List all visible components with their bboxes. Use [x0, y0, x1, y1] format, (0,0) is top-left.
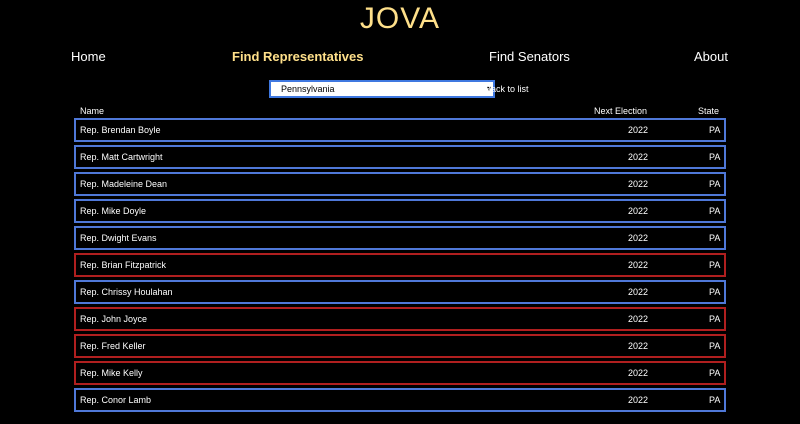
row-name: Rep. Matt Cartwright [80, 152, 163, 162]
column-header-state[interactable]: State [698, 106, 720, 116]
row-name: Rep. Dwight Evans [80, 233, 157, 243]
row-name: Rep. John Joyce [80, 314, 148, 324]
row-name: Rep. Mike Doyle [80, 206, 147, 216]
column-header-next-election[interactable]: Next Election [594, 106, 648, 116]
table-row[interactable]: Rep. Chrissy Houlahan 2022 PA [74, 280, 726, 304]
row-state: PA [709, 152, 721, 162]
row-name: Rep. Madeleine Dean [80, 179, 168, 189]
row-state: PA [709, 395, 721, 405]
row-next-election: 2022 [628, 179, 649, 189]
row-state: PA [709, 206, 721, 216]
row-next-election: 2022 [628, 233, 649, 243]
table-row[interactable]: Rep. Brendan Boyle 2022 PA [74, 118, 726, 142]
nav-find-senators[interactable]: Find Senators [489, 49, 570, 64]
row-next-election: 2022 [628, 206, 649, 216]
nav-home[interactable]: Home [71, 49, 106, 64]
row-next-election: 2022 [628, 314, 649, 324]
row-state: PA [709, 260, 721, 270]
row-state: PA [709, 179, 721, 189]
chevron-down-icon: ▾ [486, 84, 491, 93]
row-name: Rep. Fred Keller [80, 341, 146, 351]
back-to-list-link[interactable]: Back to list [485, 84, 529, 94]
table-row[interactable]: Rep. Conor Lamb 2022 PA [74, 388, 726, 412]
row-next-election: 2022 [628, 152, 649, 162]
table-row[interactable]: Rep. Mike Kelly 2022 PA [74, 361, 726, 385]
row-state: PA [709, 341, 721, 351]
table-row[interactable]: Rep. John Joyce 2022 PA [74, 307, 726, 331]
table-row[interactable]: Rep. Fred Keller 2022 PA [74, 334, 726, 358]
table-header: Name Next Election State [74, 105, 726, 117]
table-row[interactable]: Rep. Madeleine Dean 2022 PA [74, 172, 726, 196]
site-logo[interactable]: JOVA [359, 2, 441, 35]
nav-about[interactable]: About [694, 49, 728, 64]
row-next-election: 2022 [628, 368, 649, 378]
table-row[interactable]: Rep. Matt Cartwright 2022 PA [74, 145, 726, 169]
row-state: PA [709, 368, 721, 378]
row-name: Rep. Brian Fitzpatrick [80, 260, 167, 270]
row-next-election: 2022 [628, 395, 649, 405]
row-next-election: 2022 [628, 125, 649, 135]
row-state: PA [709, 125, 721, 135]
table-row[interactable]: Rep. Mike Doyle 2022 PA [74, 199, 726, 223]
row-next-election: 2022 [628, 287, 649, 297]
row-state: PA [709, 233, 721, 243]
column-header-name[interactable]: Name [80, 106, 105, 116]
nav-find-representatives[interactable]: Find Representatives [232, 49, 364, 64]
row-state: PA [709, 287, 721, 297]
row-state: PA [709, 314, 721, 324]
row-next-election: 2022 [628, 260, 649, 270]
state-select[interactable]: Pennsylvania ▾ [269, 80, 495, 98]
main-nav: Home Find Representatives Find Senators … [0, 48, 800, 68]
state-select-value: Pennsylvania [281, 84, 335, 94]
row-next-election: 2022 [628, 341, 649, 351]
row-name: Rep. Conor Lamb [80, 395, 152, 405]
row-name: Rep. Mike Kelly [80, 368, 143, 378]
row-name: Rep. Chrissy Houlahan [80, 287, 173, 297]
table-row[interactable]: Rep. Dwight Evans 2022 PA [74, 226, 726, 250]
row-name: Rep. Brendan Boyle [80, 125, 161, 135]
table-row[interactable]: Rep. Brian Fitzpatrick 2022 PA [74, 253, 726, 277]
